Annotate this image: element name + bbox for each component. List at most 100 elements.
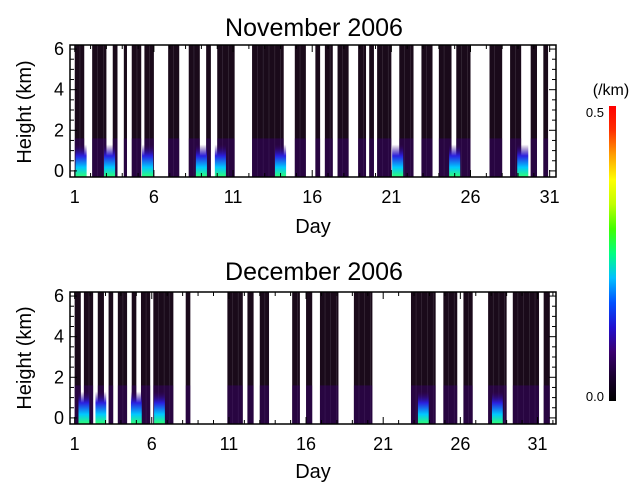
data-segment [315,45,321,177]
data-segment [131,45,142,177]
x-tick-label: 31 [527,434,547,454]
surface-haze [369,138,374,177]
surface-haze [227,385,243,424]
surface-haze [185,385,191,424]
x-tick-label: 11 [220,434,239,454]
data-segments [74,45,549,177]
data-segment [117,292,128,424]
surface-haze [353,385,373,424]
data-segment [112,45,118,177]
surface-layer [74,385,550,424]
surface-haze [337,138,349,177]
data-segment [74,45,85,177]
data-segment [543,45,549,177]
data-segment [247,292,254,424]
data-segment [97,292,104,424]
data-segment [306,292,313,424]
chart-title: November 2006 [225,14,403,42]
data-segment [489,45,503,177]
surface-haze [117,385,128,424]
surface-haze [421,138,433,177]
x-axis-label: Day [295,216,331,238]
data-segment [358,45,367,177]
x-axis-label: Day [295,461,331,483]
surface-haze [140,385,151,424]
surface-peak [517,144,529,177]
y-tick-label: 2 [54,120,64,140]
data-segment [319,292,339,424]
data-segment [259,292,270,424]
y-tick-label: 6 [54,286,64,306]
surface-haze [377,138,392,177]
data-segment [456,45,471,177]
data-segment [488,292,507,424]
surface-haze [543,138,549,177]
surface-haze [512,385,540,424]
plot-area [70,45,556,177]
surface-haze [294,138,306,177]
surface-haze [247,385,254,424]
colorbar-ramp [609,106,616,401]
data-segment [377,45,392,177]
surface-haze [259,385,270,424]
plot-frame [69,44,557,178]
surface-layer [74,138,549,177]
x-tick-label: 26 [450,434,470,454]
surface-haze [131,138,142,177]
surface-haze [510,138,522,177]
surface-peak [75,144,87,177]
y-axis-label: Height (km) [14,306,36,409]
surface-peak [392,144,404,177]
data-segment [83,292,94,424]
data-segment [421,45,433,177]
data-segment [92,45,107,177]
surface-haze [324,138,333,177]
surface-peak [154,391,165,424]
y-tick-label: 0 [54,408,64,428]
surface-haze [306,385,313,424]
data-segment [543,292,550,424]
x-tick-label: 6 [147,434,157,454]
data-segment [463,292,473,424]
colorbar-unit-label: (/km) [593,82,629,99]
data-segment [530,45,538,177]
surface-haze [206,138,211,177]
data-segment [227,292,243,424]
data-segments [74,292,550,424]
data-segment [144,45,154,177]
data-segment [510,45,522,177]
y-tick-label: 6 [54,39,64,59]
x-tick-label: 16 [296,434,316,454]
x-tick-label: 1 [70,434,80,454]
y-tick-label: 2 [54,367,64,387]
data-segment [108,292,114,424]
surface-haze [123,138,127,177]
x-tick-label: 31 [540,187,560,207]
surface-haze [489,138,503,177]
surface-haze [74,385,81,424]
surface-haze [358,138,367,177]
surface-haze [188,138,200,177]
surface-haze [92,138,107,177]
data-segment [217,45,235,177]
surface-haze [463,385,473,424]
x-tick-label: 1 [70,187,80,207]
surface-haze [543,385,550,424]
x-tick-label: 11 [224,187,243,207]
surface-peak [104,144,116,177]
data-segment [292,292,300,424]
data-segment [123,45,127,177]
data-segment [74,292,81,424]
data-segment [438,45,452,177]
data-segment [185,292,191,424]
data-segment [337,45,349,177]
x-tick-label: 16 [302,187,322,207]
surface-haze [319,385,339,424]
surface-haze [108,385,114,424]
data-segment [399,45,414,177]
plot-frame [69,291,557,425]
surface-haze [292,385,300,424]
data-segment [206,45,211,177]
